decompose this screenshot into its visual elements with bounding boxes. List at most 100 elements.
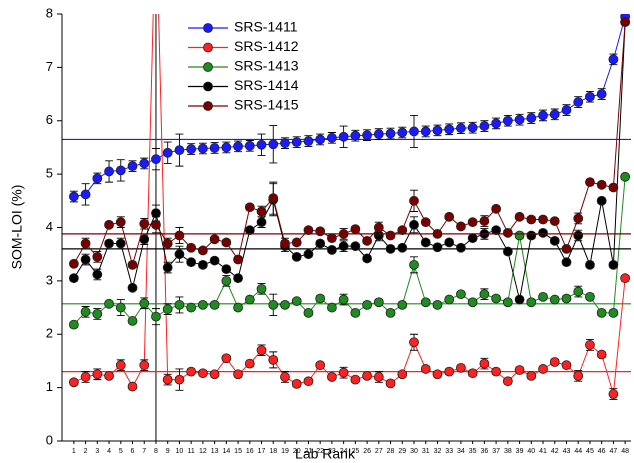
y-tick-label: 1 — [46, 379, 53, 394]
marker — [127, 161, 138, 172]
marker — [127, 316, 138, 326]
x-tick-label: 25 — [351, 448, 359, 455]
marker — [561, 293, 572, 304]
marker — [244, 294, 255, 305]
marker — [209, 234, 220, 245]
x-tick-label: 15 — [234, 448, 242, 455]
marker — [526, 214, 537, 225]
marker — [127, 381, 138, 392]
x-tick-label: 39 — [516, 448, 524, 455]
marker — [373, 297, 384, 308]
marker — [303, 136, 314, 146]
marker — [585, 177, 595, 188]
marker — [420, 364, 431, 374]
marker — [327, 233, 337, 244]
x-tick-label: 24 — [340, 448, 348, 455]
y-tick-label: 2 — [46, 326, 53, 341]
marker — [68, 319, 79, 330]
marker — [502, 246, 513, 257]
x-tick-label: 21 — [305, 448, 313, 455]
marker — [444, 366, 455, 377]
marker — [303, 225, 314, 236]
marker — [479, 289, 490, 300]
marker — [514, 365, 525, 375]
x-tick-label: 3 — [95, 448, 99, 455]
legend-marker — [203, 101, 213, 111]
legend-label: SRS-1414 — [234, 77, 299, 93]
x-tick-label: 34 — [457, 448, 465, 455]
marker — [479, 358, 490, 369]
marker — [233, 141, 243, 152]
marker — [350, 374, 361, 385]
marker — [291, 296, 302, 307]
marker — [151, 208, 161, 218]
x-tick-label: 5 — [119, 448, 123, 455]
marker — [456, 289, 466, 300]
marker — [432, 125, 443, 136]
marker — [186, 366, 197, 377]
marker — [467, 368, 478, 379]
marker — [256, 345, 267, 356]
marker — [92, 251, 103, 262]
marker — [338, 229, 349, 239]
marker — [303, 307, 314, 318]
marker — [174, 230, 185, 241]
marker — [209, 255, 220, 266]
marker — [432, 242, 443, 253]
marker — [620, 171, 631, 182]
marker — [373, 129, 384, 139]
marker — [502, 115, 513, 126]
marker — [244, 225, 255, 236]
marker — [197, 368, 208, 379]
x-tick-label: 4 — [107, 448, 111, 455]
marker — [197, 245, 208, 256]
marker — [139, 360, 150, 371]
x-tick-label: 29 — [398, 448, 406, 455]
marker — [491, 203, 502, 214]
x-tick-label: 7 — [142, 448, 146, 455]
marker — [197, 259, 208, 270]
marker — [338, 241, 349, 252]
marker — [397, 127, 408, 138]
marker — [244, 140, 255, 151]
marker — [549, 235, 560, 246]
marker — [350, 241, 361, 252]
x-tick-label: 30 — [410, 448, 418, 455]
marker — [221, 353, 232, 364]
x-tick-label: 17 — [258, 448, 266, 455]
marker — [104, 298, 114, 309]
marker — [233, 369, 243, 380]
marker — [467, 233, 478, 244]
x-tick-label: 40 — [527, 448, 535, 455]
marker — [514, 211, 525, 222]
marker — [174, 145, 185, 156]
marker — [596, 349, 607, 360]
marker — [420, 126, 431, 137]
marker — [444, 211, 455, 222]
marker — [608, 389, 619, 399]
x-axis-label: Lab Rank — [295, 446, 356, 462]
marker — [596, 179, 607, 190]
marker — [209, 143, 220, 153]
marker — [338, 367, 349, 378]
marker — [514, 114, 525, 125]
x-tick-label: 38 — [504, 448, 512, 455]
marker — [585, 291, 595, 302]
marker — [151, 311, 161, 322]
x-tick-label: 6 — [131, 448, 135, 455]
marker — [385, 378, 396, 389]
marker — [92, 173, 103, 184]
marker — [209, 299, 220, 310]
marker — [338, 294, 349, 305]
marker — [256, 283, 267, 294]
marker — [444, 237, 455, 248]
marker — [467, 217, 478, 228]
marker — [186, 242, 197, 253]
marker — [561, 243, 572, 254]
marker — [561, 360, 572, 371]
x-tick-label: 22 — [316, 448, 324, 455]
marker — [80, 189, 91, 200]
marker — [362, 253, 372, 264]
marker — [92, 309, 103, 319]
